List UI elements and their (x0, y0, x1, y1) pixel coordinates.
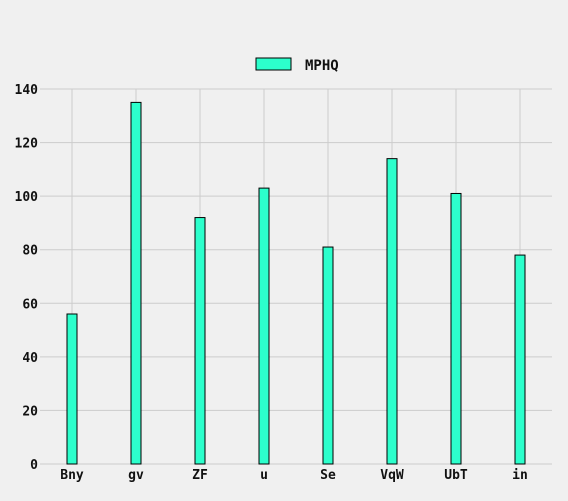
y-tick-label: 0 (30, 458, 38, 473)
bar-zf (195, 218, 205, 464)
y-tick-label: 40 (22, 351, 38, 366)
legend: MPHQ (256, 58, 339, 74)
bar-gv (131, 102, 141, 464)
grid-lines (40, 89, 552, 464)
x-tick-label: u (260, 468, 268, 483)
y-tick-label: 20 (22, 404, 38, 419)
x-tick-label: in (512, 468, 528, 483)
bar-vqw (387, 159, 397, 464)
x-tick-labels: Bny gv ZF u Se VqW UbT in (60, 468, 528, 483)
x-tick-label: ZF (192, 468, 208, 483)
legend-label-mphq: MPHQ (305, 58, 339, 74)
bar-ubt (451, 193, 461, 464)
legend-swatch-mphq (256, 58, 291, 70)
y-tick-labels: 0 20 40 60 80 100 120 140 (15, 83, 39, 473)
y-tick-label: 80 (22, 244, 38, 259)
y-tick-label: 140 (15, 83, 39, 98)
bar-bny (67, 314, 77, 464)
x-tick-label: Se (320, 468, 336, 483)
y-tick-label: 120 (15, 137, 39, 152)
x-tick-label: UbT (444, 468, 468, 483)
y-tick-label: 100 (15, 190, 39, 205)
bar-u (259, 188, 269, 464)
bar-in (515, 255, 525, 464)
x-tick-label: gv (128, 468, 144, 483)
y-tick-label: 60 (22, 297, 38, 312)
bar-se (323, 247, 333, 464)
x-tick-label: VqW (380, 468, 404, 483)
x-tick-label: Bny (60, 468, 84, 483)
